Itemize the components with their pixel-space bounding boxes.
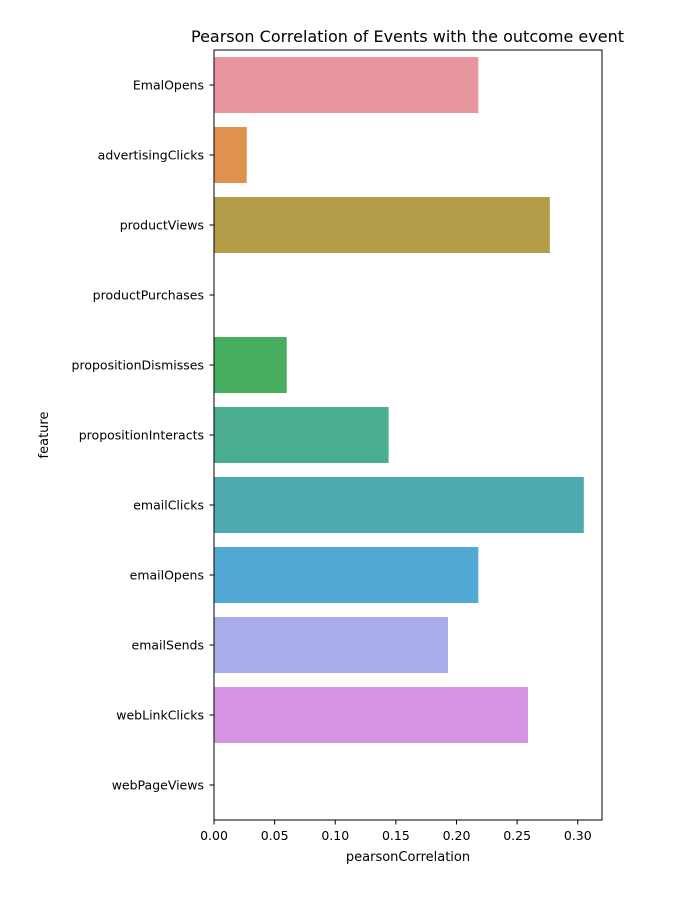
chart-title: Pearson Correlation of Events with the o…	[191, 27, 624, 46]
x-tick-label: 0.30	[564, 828, 592, 843]
x-tick-label: 0.10	[321, 828, 349, 843]
x-axis-label: pearsonCorrelation	[346, 850, 470, 865]
bar-advertisingClicks	[214, 127, 247, 183]
x-tick-label: 0.05	[261, 828, 289, 843]
bar-EmalOpens	[214, 57, 479, 113]
y-tick-label: productPurchases	[93, 288, 204, 303]
bar-emailOpens	[214, 547, 479, 603]
y-axis-label: feature	[37, 412, 52, 459]
bar-webLinkClicks	[214, 687, 529, 743]
bar-propositionDismisses	[214, 337, 287, 393]
plot-frame	[213, 49, 603, 821]
x-tick-label: 0.20	[443, 828, 471, 843]
bar-emailClicks	[214, 477, 584, 533]
x-axis-ticks: 0.00 0.05 0.10 0.15 0.20 0.25 0.30	[200, 820, 592, 843]
x-tick-label: 0.15	[382, 828, 410, 843]
y-tick-label: emailClicks	[133, 498, 204, 513]
bars-group	[214, 57, 584, 743]
x-tick-label: 0.25	[503, 828, 531, 843]
x-tick-label: 0.00	[200, 828, 228, 843]
y-tick-label: webLinkClicks	[116, 708, 204, 723]
y-tick-label: emailOpens	[130, 568, 204, 583]
y-tick-label: propositionInteracts	[79, 428, 204, 443]
y-tick-label: propositionDismisses	[72, 358, 204, 373]
bar-productViews	[214, 197, 550, 253]
bar-emailSends	[214, 617, 449, 673]
y-tick-label: emailSends	[132, 638, 204, 653]
y-tick-label: EmalOpens	[133, 78, 204, 93]
y-tick-label: productViews	[120, 218, 204, 233]
y-axis-ticks: EmalOpens advertisingClicks productViews pr…	[72, 78, 214, 793]
y-tick-label: advertisingClicks	[98, 148, 204, 163]
bar-propositionInteracts	[214, 407, 389, 463]
y-tick-label: webPageViews	[112, 778, 204, 793]
